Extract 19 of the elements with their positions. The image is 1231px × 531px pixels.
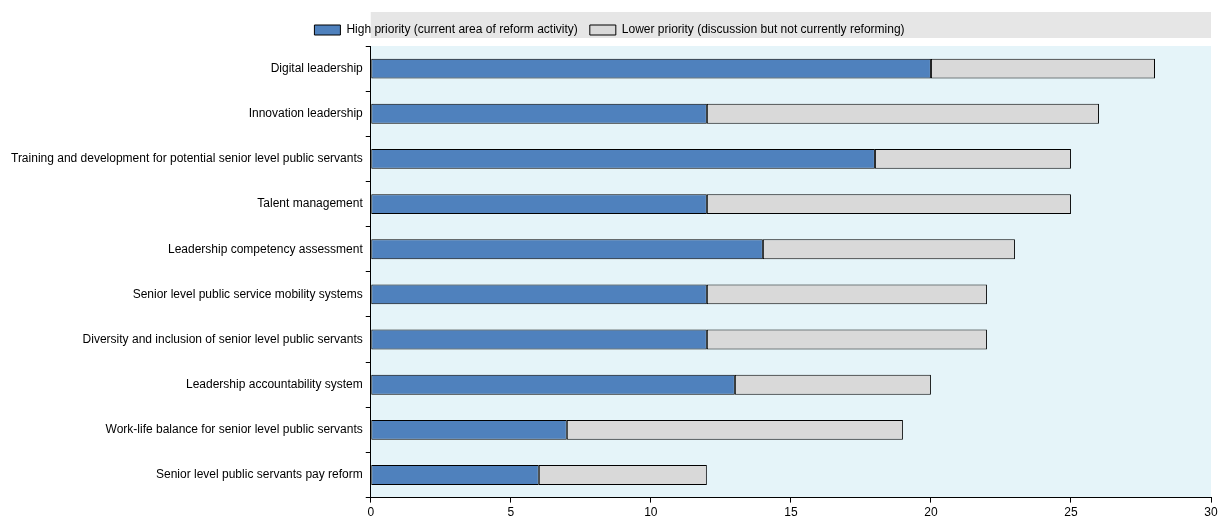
x-tick-label: 20: [924, 505, 938, 520]
y-tick-label: Training and development for potential senior level public servants: [10, 151, 363, 166]
y-tick-label: Diversity and inclusion of senior level public servants: [82, 331, 363, 346]
legend-label: Lower priority (discussion but not currently reforming): [621, 22, 905, 37]
x-tick-label: 0: [367, 505, 375, 520]
x-tick-label: 15: [784, 505, 798, 520]
y-tick-label: Senior level public servants pay reform: [155, 467, 363, 482]
x-tick-label: 30: [1204, 505, 1218, 520]
x-tick-label: 10: [644, 505, 658, 520]
y-tick-label: Talent management: [257, 196, 364, 211]
y-tick-label: Work-life balance for senior level public servants: [105, 422, 363, 437]
y-tick-label: Innovation leadership: [248, 106, 364, 121]
y-tick-label: Digital leadership: [270, 60, 364, 75]
y-tick-label: Leadership competency assessment: [167, 241, 364, 256]
y-tick-label: Senior level public service mobility systems: [132, 286, 363, 301]
x-tick-label: 25: [1064, 505, 1078, 520]
x-tick-label: 5: [507, 505, 515, 520]
legend-label: High priority (current area of reform activity): [346, 22, 578, 37]
y-tick-label: Leadership accountability system: [185, 377, 363, 392]
